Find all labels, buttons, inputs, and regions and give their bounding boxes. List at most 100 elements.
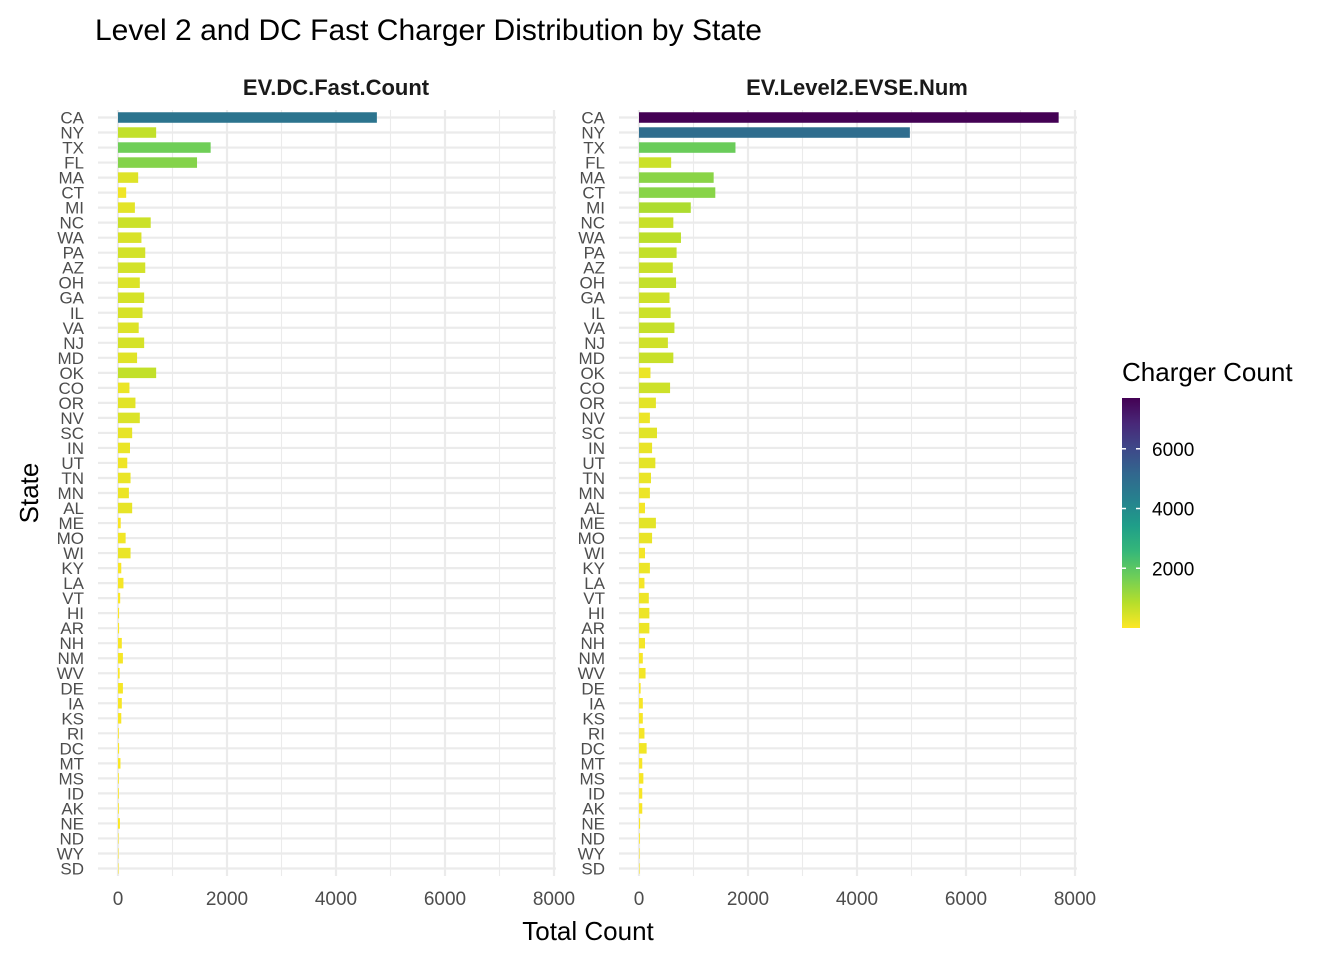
bar-nm bbox=[118, 652, 123, 664]
y-tick-label: IN bbox=[588, 439, 605, 458]
bar-ar bbox=[639, 622, 650, 634]
bar-wy bbox=[639, 848, 640, 859]
bar-nj bbox=[118, 337, 145, 349]
legend-tick-label: 4000 bbox=[1152, 500, 1194, 521]
y-tick-label: WV bbox=[578, 664, 606, 683]
bar-va bbox=[639, 322, 675, 334]
x-tick-label: 8000 bbox=[533, 889, 575, 910]
bar-dc bbox=[639, 743, 647, 754]
bar-hi bbox=[118, 607, 120, 619]
bar-ut bbox=[639, 457, 656, 469]
y-tick-label: CT bbox=[582, 184, 605, 203]
y-tick-label: WA bbox=[578, 229, 605, 248]
bar-mt bbox=[118, 758, 121, 769]
y-tick-label: KY bbox=[582, 559, 605, 578]
y-tick-label: CT bbox=[61, 184, 84, 203]
y-tick-label: MA bbox=[59, 169, 85, 188]
bar-al bbox=[639, 502, 645, 514]
y-tick-label: DE bbox=[581, 679, 605, 698]
bar-sc bbox=[639, 427, 657, 439]
y-tick-label: OH bbox=[59, 274, 85, 293]
bar-ne bbox=[118, 818, 120, 829]
bar-ne bbox=[639, 818, 641, 829]
bar-sd bbox=[639, 863, 640, 874]
bar-ky bbox=[118, 562, 122, 574]
y-tick-label: KS bbox=[582, 709, 605, 728]
bar-or bbox=[639, 397, 656, 409]
bar-in bbox=[639, 442, 653, 454]
y-tick-label: RI bbox=[67, 724, 84, 743]
bar-ok bbox=[118, 367, 157, 379]
y-tick-label: NJ bbox=[584, 334, 605, 353]
x-axis-label: Total Count bbox=[522, 916, 654, 946]
y-tick-label: HI bbox=[588, 604, 605, 623]
panel-ev-level2-evse-num: EV.Level2.EVSE.Num CANYTXFLMACTMINCWAPAAZ… bbox=[578, 75, 1097, 910]
y-tick-label: WY bbox=[57, 844, 84, 863]
legend-tick-label: 2000 bbox=[1152, 559, 1194, 580]
bar-ri bbox=[639, 728, 645, 739]
y-tick-label: AL bbox=[63, 499, 84, 518]
x-tick-label: 6000 bbox=[945, 889, 987, 910]
y-tick-label: SD bbox=[60, 859, 84, 878]
bar-mi bbox=[118, 202, 135, 213]
bar-mo bbox=[639, 532, 653, 544]
bar-la bbox=[639, 577, 645, 589]
bar-ct bbox=[639, 187, 716, 198]
x-tick-label: 2000 bbox=[727, 889, 769, 910]
y-tick-label: CO bbox=[580, 379, 606, 398]
bar-wi bbox=[118, 547, 131, 559]
y-tick-label: IA bbox=[589, 694, 606, 713]
y-tick-label: MI bbox=[65, 199, 84, 218]
bar-ms bbox=[639, 773, 644, 784]
bar-ga bbox=[639, 292, 670, 304]
bar-mt bbox=[639, 758, 643, 769]
bar-ri bbox=[118, 728, 119, 739]
bar-md bbox=[118, 352, 138, 364]
y-tick-label: MN bbox=[58, 484, 84, 503]
color-legend: Charger Count 2000 4000 6000 bbox=[1122, 357, 1293, 628]
y-tick-label: MD bbox=[58, 349, 84, 368]
y-tick-label: AR bbox=[60, 619, 84, 638]
y-tick-label: TN bbox=[61, 469, 84, 488]
y-tick-label: NY bbox=[581, 124, 605, 143]
bar-wi bbox=[639, 547, 645, 559]
y-tick-label: WI bbox=[584, 544, 605, 563]
y-tick-label: NH bbox=[580, 634, 605, 653]
bar-al bbox=[118, 502, 133, 514]
y-tick-label: SC bbox=[60, 424, 84, 443]
y-tick-label: NE bbox=[581, 814, 605, 833]
y-tick-label: SC bbox=[581, 424, 605, 443]
bar-ma bbox=[118, 172, 139, 183]
y-tick-label: AK bbox=[582, 799, 605, 818]
bar-tx bbox=[639, 142, 736, 153]
bar-in bbox=[118, 442, 130, 454]
y-tick-label: OR bbox=[59, 394, 85, 413]
legend-tick-label: 6000 bbox=[1152, 440, 1194, 461]
bar-ks bbox=[118, 713, 122, 724]
y-tick-label: NV bbox=[60, 409, 84, 428]
y-tick-label: ND bbox=[580, 829, 605, 848]
bar-nv bbox=[639, 412, 650, 424]
bar-ia bbox=[118, 698, 122, 709]
x-tick-label: 4000 bbox=[315, 889, 357, 910]
bar-ky bbox=[639, 562, 650, 574]
bar-me bbox=[118, 517, 121, 529]
x-tick-label: 6000 bbox=[424, 889, 466, 910]
x-tick-label: 2000 bbox=[206, 889, 248, 910]
y-tick-label: NM bbox=[579, 649, 605, 668]
y-tick-label: MO bbox=[578, 529, 605, 548]
y-tick-label: MA bbox=[580, 169, 606, 188]
bar-tx bbox=[118, 142, 211, 153]
y-tick-label: TX bbox=[583, 139, 605, 158]
bar-nd bbox=[118, 833, 119, 844]
bar-mi bbox=[639, 202, 691, 213]
bar-hi bbox=[639, 607, 650, 619]
bar-ia bbox=[639, 698, 643, 709]
y-tick-label: VA bbox=[63, 319, 85, 338]
y-tick-label: ME bbox=[59, 514, 85, 533]
y-tick-label: AZ bbox=[583, 259, 605, 278]
y-tick-label: TN bbox=[582, 469, 605, 488]
y-tick-label: RI bbox=[588, 724, 605, 743]
bar-pa bbox=[639, 247, 677, 258]
